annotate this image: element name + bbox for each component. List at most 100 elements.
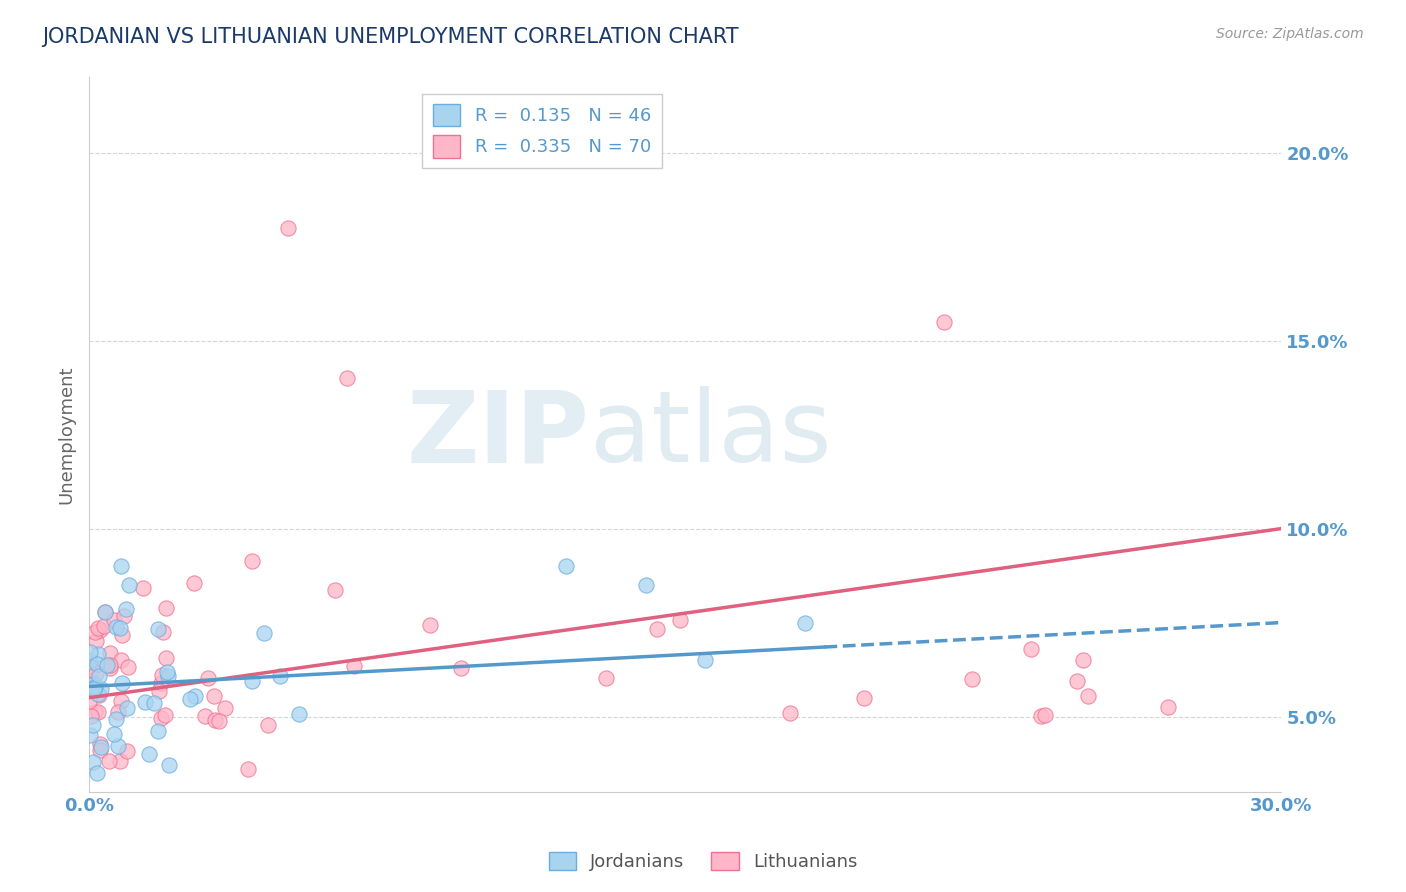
- Point: [89, 738, 111, 752]
- Point: [87, 687, 110, 701]
- Point: [155, 600, 177, 615]
- Point: [98, 660, 121, 674]
- Point: [555, 559, 578, 574]
- Point: [277, 220, 299, 235]
- Point: [98, 646, 121, 660]
- Point: [90, 681, 112, 696]
- Point: [117, 743, 139, 757]
- Point: [179, 692, 201, 706]
- Point: [156, 665, 179, 679]
- Point: [80, 708, 103, 723]
- Point: [1033, 708, 1056, 723]
- Point: [110, 559, 132, 574]
- Point: [669, 613, 692, 627]
- Point: [84, 680, 107, 694]
- Point: [87, 705, 110, 719]
- Point: [79, 728, 101, 742]
- Point: [932, 315, 955, 329]
- Point: [152, 625, 174, 640]
- Point: [645, 622, 668, 636]
- Point: [204, 713, 226, 727]
- Point: [77, 659, 100, 673]
- Point: [450, 661, 472, 675]
- Point: [253, 626, 276, 640]
- Point: [132, 581, 155, 595]
- Point: [84, 633, 107, 648]
- Point: [202, 689, 225, 703]
- Point: [1077, 690, 1099, 704]
- Point: [197, 672, 219, 686]
- Point: [104, 619, 127, 633]
- Point: [148, 622, 170, 636]
- Y-axis label: Unemployment: Unemployment: [58, 366, 75, 504]
- Point: [960, 672, 983, 686]
- Point: [90, 739, 112, 754]
- Point: [853, 690, 876, 705]
- Point: [1157, 700, 1180, 714]
- Point: [89, 743, 111, 757]
- Point: [107, 739, 129, 753]
- Point: [214, 701, 236, 715]
- Point: [634, 578, 657, 592]
- Point: [112, 609, 135, 624]
- Legend: Jordanians, Lithuanians: Jordanians, Lithuanians: [541, 845, 865, 879]
- Point: [89, 624, 111, 638]
- Point: [153, 707, 176, 722]
- Point: [208, 714, 231, 729]
- Text: atlas: atlas: [591, 386, 831, 483]
- Point: [87, 621, 110, 635]
- Point: [1071, 653, 1094, 667]
- Point: [103, 727, 125, 741]
- Point: [146, 723, 169, 738]
- Point: [80, 659, 103, 673]
- Point: [793, 615, 815, 630]
- Point: [323, 582, 346, 597]
- Point: [257, 718, 280, 732]
- Point: [288, 706, 311, 721]
- Point: [183, 575, 205, 590]
- Point: [84, 665, 107, 680]
- Point: [148, 684, 170, 698]
- Point: [110, 653, 132, 667]
- Point: [117, 660, 139, 674]
- Point: [82, 663, 104, 677]
- Point: [83, 681, 105, 696]
- Point: [111, 628, 134, 642]
- Point: [184, 689, 207, 703]
- Point: [240, 554, 263, 568]
- Point: [150, 710, 173, 724]
- Point: [343, 659, 366, 673]
- Legend: R =  0.135   N = 46, R =  0.335   N = 70: R = 0.135 N = 46, R = 0.335 N = 70: [422, 94, 662, 169]
- Text: ZIP: ZIP: [406, 386, 591, 483]
- Point: [83, 676, 105, 690]
- Point: [595, 671, 617, 685]
- Point: [149, 676, 172, 690]
- Point: [79, 654, 101, 668]
- Point: [93, 605, 115, 619]
- Point: [779, 706, 801, 721]
- Point: [117, 700, 139, 714]
- Point: [79, 669, 101, 683]
- Point: [79, 645, 101, 659]
- Point: [142, 696, 165, 710]
- Point: [89, 689, 111, 703]
- Point: [240, 673, 263, 688]
- Point: [138, 747, 160, 761]
- Point: [115, 602, 138, 616]
- Point: [94, 605, 117, 619]
- Point: [269, 669, 291, 683]
- Point: [695, 653, 717, 667]
- Point: [336, 371, 359, 385]
- Point: [105, 712, 128, 726]
- Text: JORDANIAN VS LITHUANIAN UNEMPLOYMENT CORRELATION CHART: JORDANIAN VS LITHUANIAN UNEMPLOYMENT COR…: [42, 27, 738, 46]
- Text: Source: ZipAtlas.com: Source: ZipAtlas.com: [1216, 27, 1364, 41]
- Point: [156, 669, 179, 683]
- Point: [86, 647, 108, 661]
- Point: [157, 758, 180, 772]
- Point: [82, 718, 104, 732]
- Point: [98, 658, 121, 673]
- Point: [83, 705, 105, 719]
- Point: [98, 754, 121, 768]
- Point: [86, 657, 108, 671]
- Point: [93, 619, 115, 633]
